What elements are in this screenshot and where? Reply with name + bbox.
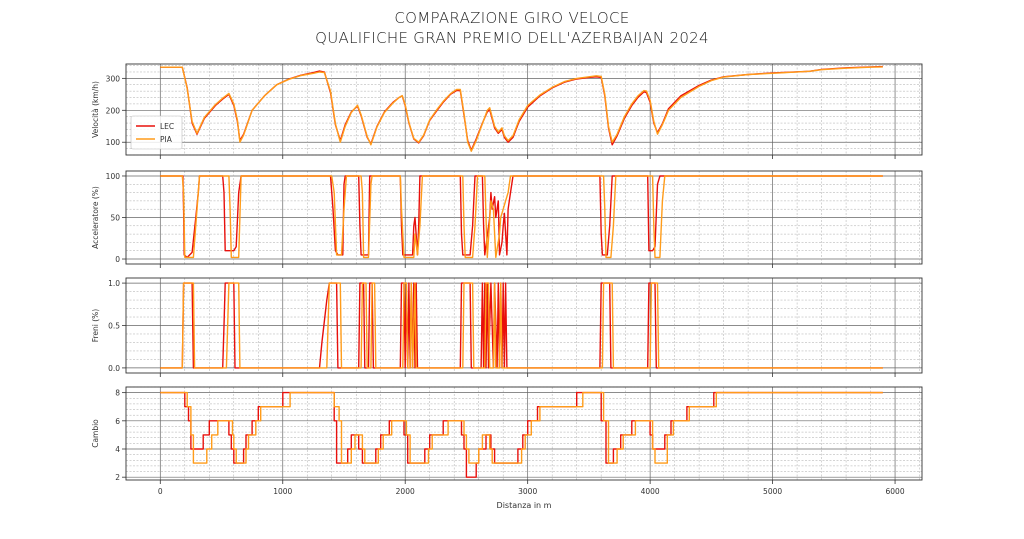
chart-title-line-2: QUALIFICHE GRAN PREMIO DELL'AZERBAIJAN 2… bbox=[315, 29, 709, 47]
series-PIA-gear bbox=[160, 391, 883, 464]
y-axis-label-speed: Velocità (km/h) bbox=[91, 81, 100, 138]
panel-speed: 100 200 300 Velocità (km/h) LEC PIA bbox=[91, 63, 923, 159]
series-PIA-brake bbox=[160, 282, 883, 369]
y-tick-label-speed: 200 bbox=[106, 106, 121, 115]
y-tick-label-gear: 6 bbox=[115, 417, 120, 426]
panel-brake: 0.0 0.5 1.0 Freni (%) bbox=[91, 277, 923, 377]
x-tick-label: 0 bbox=[158, 487, 163, 496]
y-tick-label-throttle: 100 bbox=[106, 172, 121, 181]
y-tick-label-gear: 4 bbox=[115, 445, 120, 454]
x-tick-label: 3000 bbox=[518, 487, 537, 496]
y-axis-label-throttle: Acceleratore (%) bbox=[91, 186, 100, 249]
y-tick-label-brake: 1.0 bbox=[108, 279, 120, 288]
series-LEC-throttle bbox=[160, 175, 883, 259]
y-tick-label-gear: 8 bbox=[115, 389, 120, 398]
chart-title-line-1: COMPARAZIONE GIRO VELOCE bbox=[394, 9, 630, 27]
legend: LEC PIA bbox=[130, 115, 183, 150]
x-tick-label: 6000 bbox=[886, 487, 905, 496]
y-tick-label-brake: 0.0 bbox=[108, 364, 120, 373]
series-LEC-speed bbox=[160, 65, 883, 151]
y-axis-label-gear: Cambio bbox=[91, 419, 100, 448]
series-PIA-throttle bbox=[160, 175, 883, 259]
x-axis-label: Distanza in m bbox=[497, 501, 552, 510]
y-tick-label-brake: 0.5 bbox=[108, 322, 120, 331]
y-tick-label-speed: 100 bbox=[106, 138, 121, 147]
y-tick-label-throttle: 50 bbox=[110, 214, 120, 223]
y-tick-label-speed: 300 bbox=[106, 74, 121, 83]
axes-frame-speed bbox=[125, 63, 923, 156]
x-axis-tick-labels: 0 1000 2000 3000 4000 5000 6000 bbox=[158, 487, 905, 496]
panel-gear: 2 4 6 8 Cambio bbox=[91, 386, 923, 484]
panel-throttle: 0 50 100 Acceleratore (%) bbox=[91, 170, 923, 268]
x-tick-label: 4000 bbox=[641, 487, 660, 496]
y-axis-label-brake: Freni (%) bbox=[91, 309, 100, 343]
x-tick-label: 5000 bbox=[763, 487, 782, 496]
y-tick-label-throttle: 0 bbox=[115, 255, 120, 264]
series-PIA-speed bbox=[160, 66, 883, 152]
y-tick-label-gear: 2 bbox=[115, 473, 120, 482]
panels-layer: 100 200 300 Velocità (km/h) LEC PIA 0 50 100 Acce… bbox=[91, 63, 923, 496]
series-LEC-gear bbox=[160, 391, 883, 478]
legend-label-PIA: PIA bbox=[160, 135, 173, 144]
legend-label-LEC: LEC bbox=[160, 122, 174, 131]
x-tick-label: 2000 bbox=[396, 487, 415, 496]
x-tick-label: 1000 bbox=[273, 487, 292, 496]
legend-box bbox=[130, 115, 183, 150]
axes-frame-gear bbox=[125, 386, 923, 481]
